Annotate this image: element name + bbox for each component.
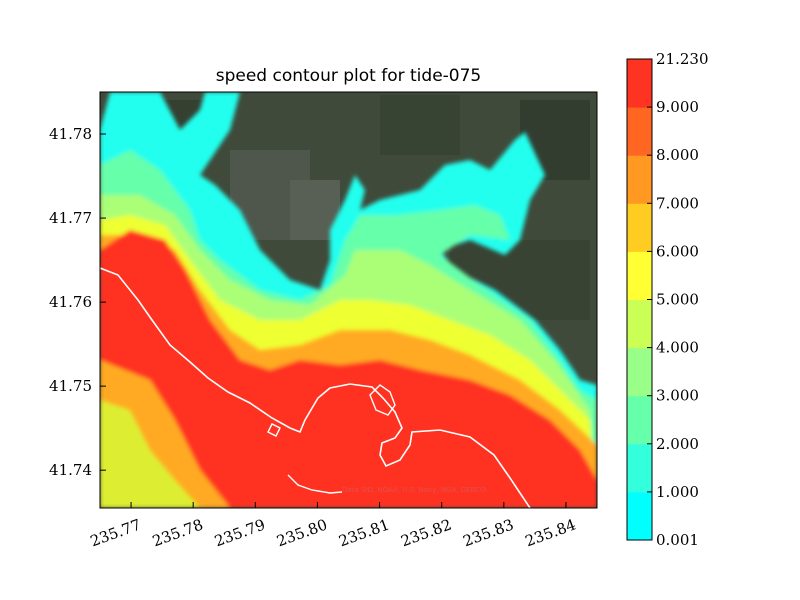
contour-map: Data SIO, NOAA, U.S. Navy, NGA, GEBCO <box>100 92 597 508</box>
colorbar-swatch <box>627 59 652 108</box>
colorbar-label: 6.000 <box>656 242 699 260</box>
x-axis: 235.77 235.78 235.79 235.80 235.81 235.82 235.… <box>88 502 578 550</box>
x-tick-label: 235.81 <box>336 516 391 551</box>
x-tick-label: 235.78 <box>150 516 205 551</box>
colorbar-swatch <box>627 203 652 252</box>
coastline-spit <box>369 384 396 416</box>
x-tick-label: 235.83 <box>461 516 516 551</box>
colorbar: 0.001 1.000 2.000 3.000 4.000 5.000 6.000 7.000… <box>626 50 709 549</box>
y-tick-label: 41.76 <box>49 293 92 311</box>
colorbar-label: 4.000 <box>656 339 699 357</box>
y-axis: 41.74 41.75 41.76 41.77 41.78 <box>49 125 106 479</box>
colorbar-swatch <box>627 491 652 541</box>
coastline-inlet <box>267 423 343 494</box>
plot-frame <box>99 91 598 509</box>
colorbar-label: 8.000 <box>656 146 699 164</box>
zone-orange-southwest <box>100 360 230 508</box>
colorbar-label: 7.000 <box>656 194 699 212</box>
colorbar-label: 0.001 <box>656 531 699 549</box>
x-tick-label: 235.82 <box>399 516 454 551</box>
x-tick-label: 235.80 <box>274 516 329 551</box>
y-tick-label: 41.74 <box>49 461 92 479</box>
x-tick-label: 235.84 <box>523 516 578 551</box>
colorbar-label: 1.000 <box>656 483 699 501</box>
y-tick-label: 41.77 <box>49 209 92 227</box>
y-tick-label: 41.75 <box>49 377 92 395</box>
colorbar-swatch <box>627 347 652 397</box>
colorbar-swatch <box>627 395 652 445</box>
zone-yellow-southwest <box>100 400 200 508</box>
y-tick-label: 41.78 <box>49 125 92 143</box>
colorbar-swatch <box>627 251 652 300</box>
colorbar-label: 5.000 <box>656 291 699 309</box>
basemap-attribution: Data SIO, NOAA, U.S. Navy, NGA, GEBCO <box>342 486 486 494</box>
chart-title: speed contour plot for tide-075 <box>215 66 482 86</box>
colorbar-label: 9.000 <box>656 98 699 116</box>
colorbar-swatch <box>627 443 652 493</box>
colorbar-swatch <box>627 299 652 349</box>
x-tick-label: 235.79 <box>212 516 267 551</box>
colorbar-label: 3.000 <box>656 387 699 405</box>
colorbar-label: 21.230 <box>656 50 709 68</box>
colorbar-label: 2.000 <box>656 435 699 453</box>
colorbar-swatch <box>627 155 652 204</box>
colorbar-swatch <box>627 107 652 156</box>
x-tick-label: 235.77 <box>88 516 143 551</box>
coastline <box>100 267 531 508</box>
